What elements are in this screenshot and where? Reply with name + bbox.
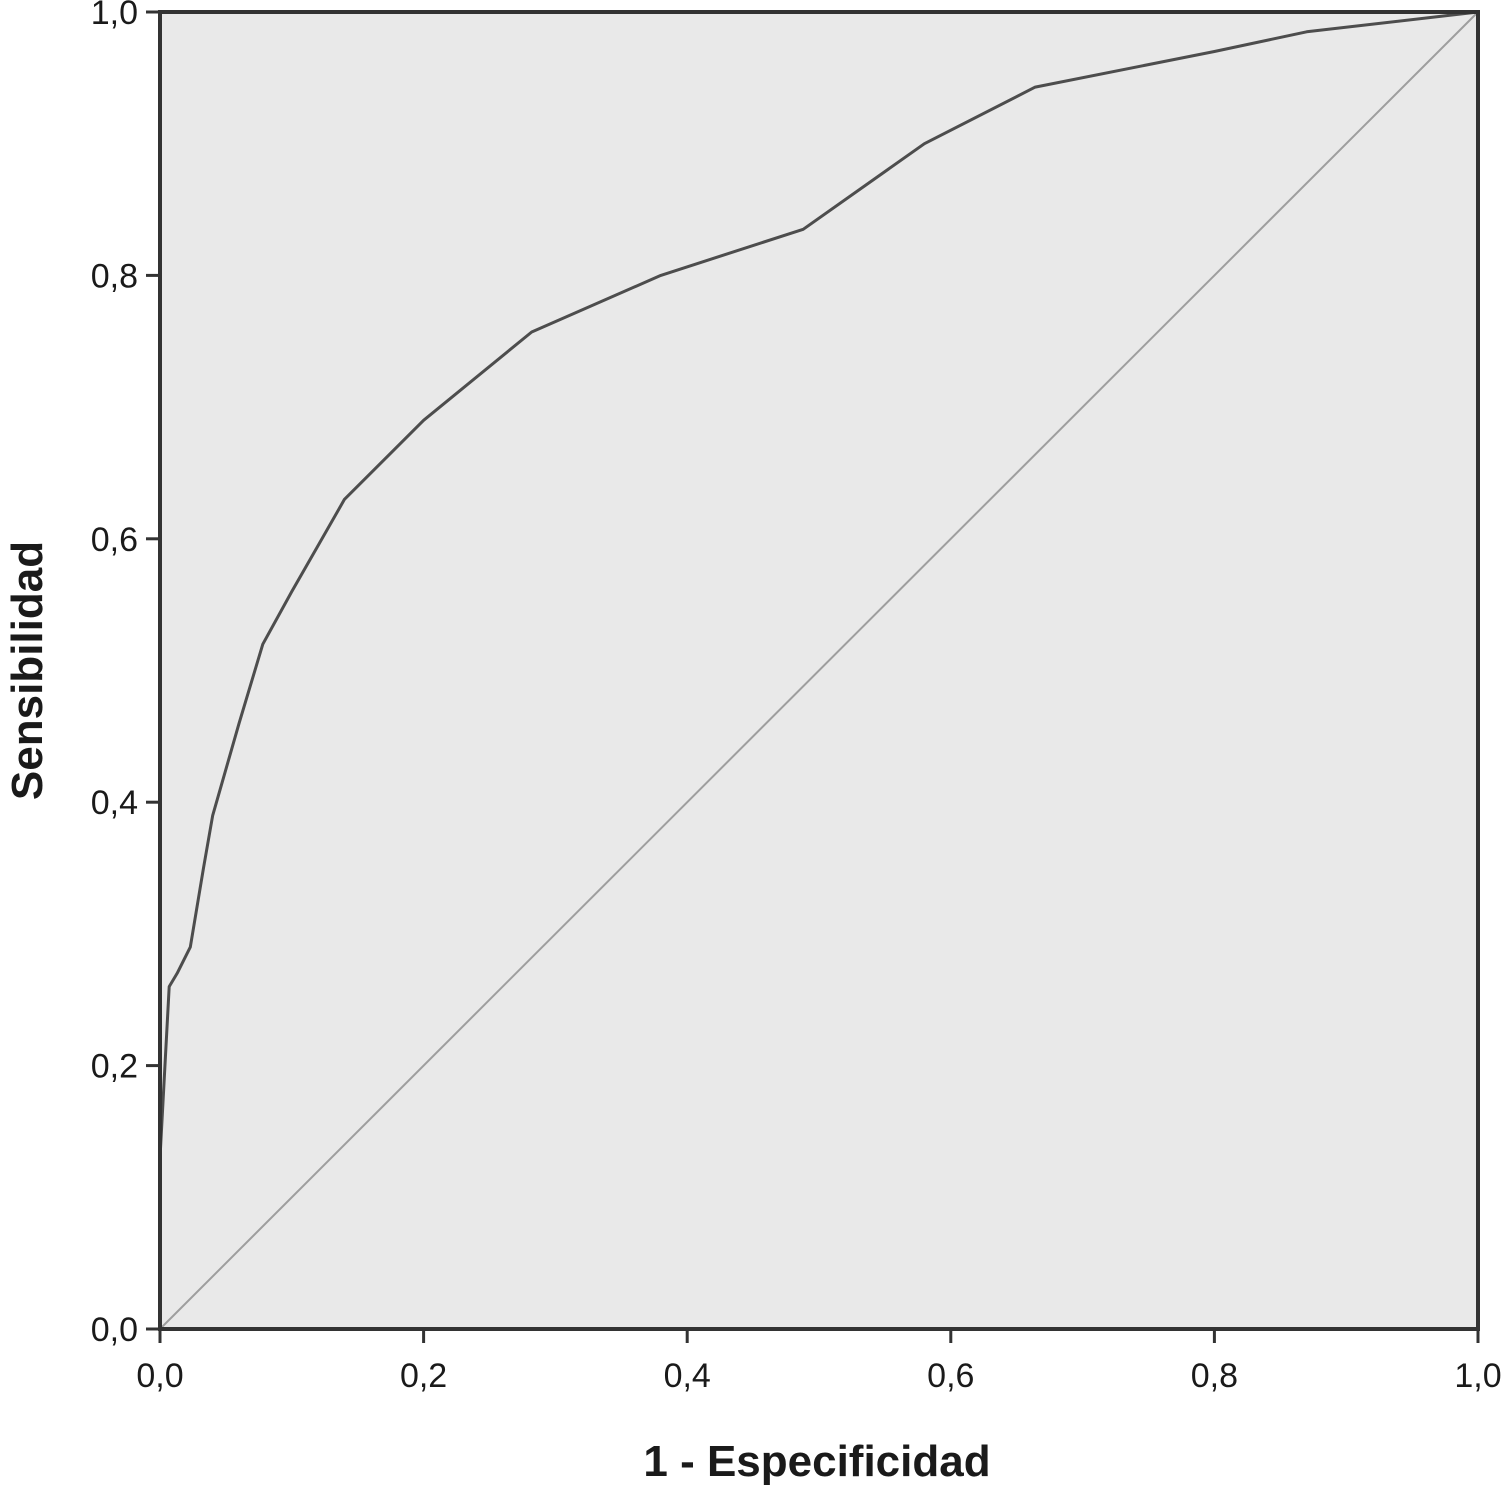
x-tick-label: 0,8 (1191, 1357, 1238, 1395)
y-tick-label: 0,4 (91, 784, 138, 822)
x-tick-label: 0,0 (136, 1357, 183, 1395)
y-tick-label: 0,8 (91, 257, 138, 295)
plot-frame (158, 10, 1480, 1331)
x-axis-title: 1 - Especificidad (643, 1437, 990, 1486)
y-tick-label: 0,2 (91, 1048, 138, 1086)
y-axis-title: Sensibilidad (3, 541, 52, 800)
x-tick-label: 0,6 (927, 1357, 974, 1395)
x-tick-label: 0,4 (664, 1357, 711, 1395)
y-tick-label: 0,0 (91, 1311, 138, 1349)
reference-diagonal-line (159, 11, 1479, 1330)
x-tick-label: 0,2 (400, 1357, 447, 1395)
axis-ticks: 0,0 0,2 0,4 0,6 0,8 1,0 0,0 0,2 0,4 0,6 0,8 1,0 (91, 0, 1502, 1395)
y-tick-label: 0,6 (91, 521, 138, 559)
roc-curve-line (158, 10, 1479, 1329)
chart-marks (158, 10, 1479, 1330)
x-tick-label: 1,0 (1454, 1357, 1501, 1395)
y-tick-label: 1,0 (91, 0, 138, 32)
